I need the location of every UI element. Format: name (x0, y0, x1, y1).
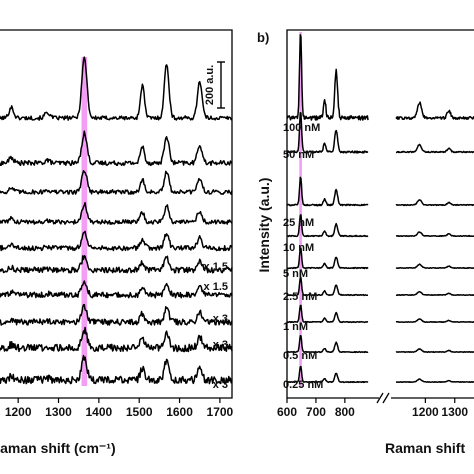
concentration-label: 10 nM (283, 242, 314, 254)
break-slash (376, 392, 384, 404)
x-tick-label: 700 (306, 405, 326, 419)
panel-a-scale-labels: x 1.5 x 1.5 x 3 x 3 x 3 (204, 261, 228, 391)
panel-b-label: b) (257, 30, 269, 45)
panel-b-frame (286, 29, 474, 399)
highlight-band (299, 32, 302, 387)
panel-a-highlight-band (81, 57, 88, 386)
panel-a-chart: x 1.5 x 1.5 x 3 x 3 x 3 200 a.u. 1200 1300 140… (0, 29, 234, 456)
panel-b-y-axis-title: Intensity (a.u.) (256, 178, 272, 273)
x-tick-label: 1200 (5, 405, 32, 419)
panel-b-highlight-band (299, 32, 302, 387)
concentration-label: 1 nM (283, 321, 308, 333)
panel-b-spectrum (286, 335, 474, 354)
panel-b-spectrum (286, 34, 474, 121)
x-tick-label: 1200 (412, 405, 439, 419)
scale-factor-label: x 1.5 (204, 281, 228, 293)
panel-a-spectrum (0, 280, 233, 299)
x-tick-label: 1300 (45, 405, 72, 419)
concentration-label: 2.5 nM (283, 291, 317, 303)
panel-a-spectrum (0, 130, 233, 167)
x-tick-label: 1300 (441, 405, 468, 419)
panel-b-spectrum (286, 247, 474, 270)
panel-a-spectrum (0, 201, 233, 225)
panel-a-x-ticks: 1200 1300 1400 1500 1600 1700 (5, 398, 234, 419)
panel-b-spectrum (286, 176, 474, 207)
concentration-label: 25 nM (283, 217, 314, 229)
panel-b-x-axis-title: Raman shift (385, 440, 465, 456)
panel-b-spectrum (286, 214, 474, 238)
panel-b-spectrum (286, 111, 474, 154)
panel-a-frame (0, 29, 233, 399)
x-tick-label: 1700 (207, 405, 234, 419)
concentration-label: 5 nM (283, 268, 308, 280)
panel-b-spectrum (286, 365, 474, 384)
x-tick-label: 800 (335, 405, 355, 419)
x-tick-label: 1400 (86, 405, 113, 419)
panel-a-spectrum (0, 326, 233, 353)
panel-b-spectrum (286, 304, 474, 324)
scale-bar-label: 200 a.u. (204, 65, 216, 105)
highlight-band (81, 57, 88, 386)
x-tick-label: 1600 (166, 405, 193, 419)
panel-a-spectrum (0, 303, 233, 326)
scale-factor-label: x 3 (213, 379, 228, 391)
scale-factor-label: x 3 (213, 313, 228, 325)
panel-a-spectrum (0, 170, 233, 195)
panel-a-spectrum (0, 56, 233, 121)
scale-factor-label: x 3 (213, 339, 228, 351)
panel-a-x-axis-title: Raman shift (cm⁻¹) (0, 440, 116, 456)
x-tick-label: 600 (277, 405, 297, 419)
panel-a-spectrum (0, 354, 233, 385)
scale-factor-label: x 1.5 (204, 261, 228, 273)
panel-a-series-group (0, 56, 233, 385)
concentration-label: 0.25 nM (283, 379, 323, 391)
x-tick-label: 1500 (126, 405, 153, 419)
panel-a-scale-bar: 200 a.u. (204, 61, 225, 109)
panel-b-x-ticks: 600 700 800 1200 1300 (277, 398, 468, 419)
panel-a-spectrum (0, 230, 233, 252)
break-slash (382, 392, 390, 404)
panel-b-concentration-labels: 100 nM 50 nM 25 nM 10 nM 5 nM 2.5 nM 1 nM 0.5 n… (283, 122, 323, 391)
panel-a-spectrum (0, 254, 233, 274)
concentration-label: 0.5 nM (283, 350, 317, 362)
panel-b-chart: b) Intensity (a.u.) 100 nM 50 nM 25 nM 10 n… (256, 29, 474, 456)
panel-b-spectrum (286, 277, 474, 297)
concentration-label: 100 nM (283, 122, 320, 134)
concentration-label: 50 nM (283, 149, 314, 161)
panel-b-series-group (286, 34, 474, 384)
panel-b-axis-break (376, 392, 390, 404)
